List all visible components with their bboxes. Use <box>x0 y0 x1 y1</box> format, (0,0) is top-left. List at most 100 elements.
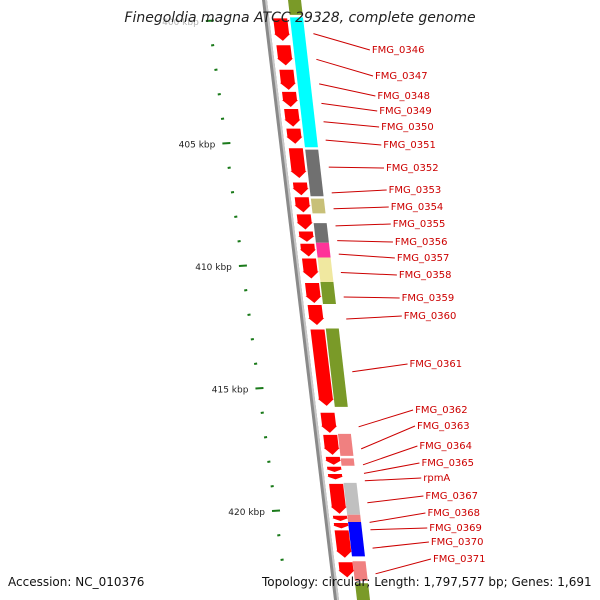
minor-tick <box>244 289 248 292</box>
backbone <box>262 0 339 600</box>
gene-arrow <box>292 182 309 196</box>
gene-arrow <box>323 434 340 455</box>
label-leader-line <box>319 83 376 97</box>
gene-arrow <box>320 412 338 433</box>
label-leader-line <box>316 58 374 77</box>
cog-block <box>289 17 318 148</box>
cog-block <box>313 223 329 243</box>
label-leader-line <box>372 541 429 549</box>
label-leader-line <box>370 527 428 531</box>
label-leader-line <box>358 409 414 428</box>
gene-label: FMG_0354 <box>391 202 444 213</box>
gene-arrow <box>273 18 291 41</box>
gene-arrow <box>298 231 315 242</box>
gene-label: FMG_0349 <box>379 106 432 117</box>
cog-block <box>343 482 361 515</box>
gene-label: rpmA <box>423 473 450 484</box>
gene-label: FMG_0347 <box>375 71 428 82</box>
label-leader-line <box>325 139 382 146</box>
cog-block <box>288 0 303 15</box>
gene-arrow <box>332 515 349 521</box>
minor-tick <box>267 460 271 463</box>
gene-arrow <box>327 474 344 480</box>
gene-arrow <box>288 148 307 178</box>
cog-block <box>305 149 324 197</box>
label-leader-line <box>323 121 380 128</box>
cog-block <box>355 583 370 600</box>
label-leader-line <box>362 445 418 466</box>
label-leader-line <box>367 495 424 504</box>
topology-text: Topology: circular; Length: 1,797,577 bp… <box>262 575 592 589</box>
gene-label: FMG_0351 <box>383 140 436 151</box>
cog-block <box>310 198 326 214</box>
gene-arrow <box>279 69 296 90</box>
gene-arrow <box>294 197 311 213</box>
major-tick <box>238 264 247 267</box>
minor-tick <box>250 338 254 341</box>
scale-ticks: 400 kbp 405 kbp 410 kbp 415 kbp 420 kbp <box>162 18 284 561</box>
gene-label: FMG_0346 <box>372 45 425 56</box>
gene-label: FMG_0370 <box>431 537 484 548</box>
label-leader-line <box>369 512 426 523</box>
gene-label: FMG_0368 <box>427 508 480 519</box>
gene-arrow <box>305 283 322 303</box>
cog-block <box>337 433 354 456</box>
gene-label: FMG_0359 <box>402 293 455 304</box>
cog-block <box>340 458 355 466</box>
gene-arrow <box>329 483 347 514</box>
gene-label: FMG_0367 <box>425 491 478 502</box>
gene-label: FMG_0358 <box>399 270 452 281</box>
label-leader-line <box>335 223 391 227</box>
gene-arrow <box>325 456 342 465</box>
gene-labels: FMG_0346 FMG_0347 FMG_0348 FMG_0349 FMG_0350… <box>313 33 486 575</box>
minor-tick <box>220 117 225 120</box>
minor-tick <box>253 362 258 365</box>
gene-arrow <box>334 530 353 558</box>
major-tick <box>222 142 231 145</box>
gene-label: FMG_0365 <box>421 458 474 469</box>
label-leader-line <box>364 477 422 482</box>
tick-label: 415 kbp <box>212 386 249 396</box>
cog-block <box>348 522 365 557</box>
cog-track <box>288 0 370 600</box>
gene-arrow <box>307 305 325 325</box>
gene-label: FMG_0355 <box>393 219 446 230</box>
gene-label: FMG_0369 <box>429 523 482 534</box>
minor-tick <box>217 93 221 96</box>
minor-tick <box>227 166 231 169</box>
label-leader-line <box>346 315 402 320</box>
cog-block <box>320 281 336 304</box>
major-tick <box>205 19 214 22</box>
gene-label: FMG_0362 <box>415 405 468 416</box>
minor-tick <box>280 558 284 561</box>
minor-tick <box>214 68 218 71</box>
minor-tick <box>234 215 238 218</box>
cog-block <box>352 561 368 581</box>
major-tick <box>255 387 264 390</box>
minor-tick <box>237 240 241 243</box>
backbone-highlight <box>265 0 339 600</box>
gene-label: FMG_0350 <box>381 122 434 133</box>
minor-tick <box>270 485 274 488</box>
gene-track <box>273 18 355 578</box>
gene-arrow <box>338 562 355 578</box>
label-leader-line <box>343 296 400 299</box>
label-leader-line <box>331 189 387 194</box>
label-leader-line <box>313 33 371 51</box>
label-leader-line <box>337 240 393 243</box>
cog-block <box>347 514 362 523</box>
gene-arrow <box>299 243 316 257</box>
label-leader-line <box>363 462 420 474</box>
minor-tick <box>230 191 235 194</box>
cog-block <box>317 257 334 282</box>
gene-arrow <box>310 329 334 406</box>
minor-tick <box>260 411 264 414</box>
gene-arrow <box>276 45 293 66</box>
genome-title: Finegoldia magna ATCC 29328, complete ge… <box>124 10 476 26</box>
gene-label: FMG_0357 <box>397 253 450 264</box>
gene-label: FMG_0352 <box>386 163 439 174</box>
gene-arrow <box>284 109 301 127</box>
gene-label: FMG_0364 <box>419 441 472 452</box>
label-leader-line <box>352 363 408 373</box>
